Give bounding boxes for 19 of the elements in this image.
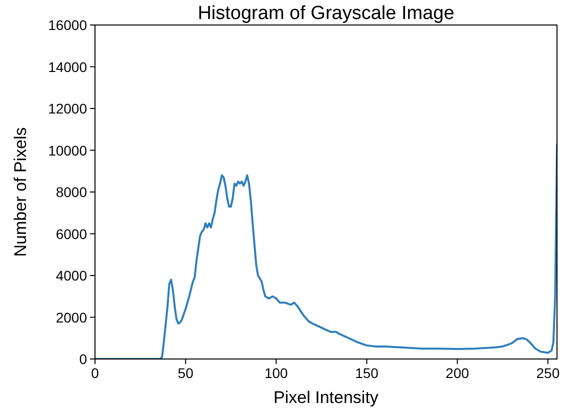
x-tick-label: 200 [446, 365, 470, 381]
x-tick-label: 0 [91, 365, 100, 381]
y-tick-label: 4000 [56, 268, 88, 284]
y-tick-label: 14000 [48, 58, 88, 75]
y-tick-label: 2000 [56, 309, 88, 326]
x-tick-label: 50 [178, 365, 194, 381]
y-axis-title: Number of Pixels [11, 127, 30, 257]
y-tick-label: 6000 [56, 226, 88, 242]
x-tick-label: 100 [264, 365, 288, 381]
y-tick-label: 0 [79, 351, 88, 367]
x-tick-label: 150 [355, 365, 379, 381]
y-tick-label: 16000 [48, 17, 88, 33]
x-axis-title: Pixel Intensity [274, 388, 379, 407]
line-series [95, 142, 557, 359]
y-tick-label: 10000 [48, 142, 88, 158]
chart-title: Histogram of Grayscale Image [198, 3, 454, 24]
x-tick-label: 250 [536, 365, 560, 381]
y-tick-label: 12000 [48, 100, 88, 116]
y-tick-label: 8000 [56, 184, 88, 200]
